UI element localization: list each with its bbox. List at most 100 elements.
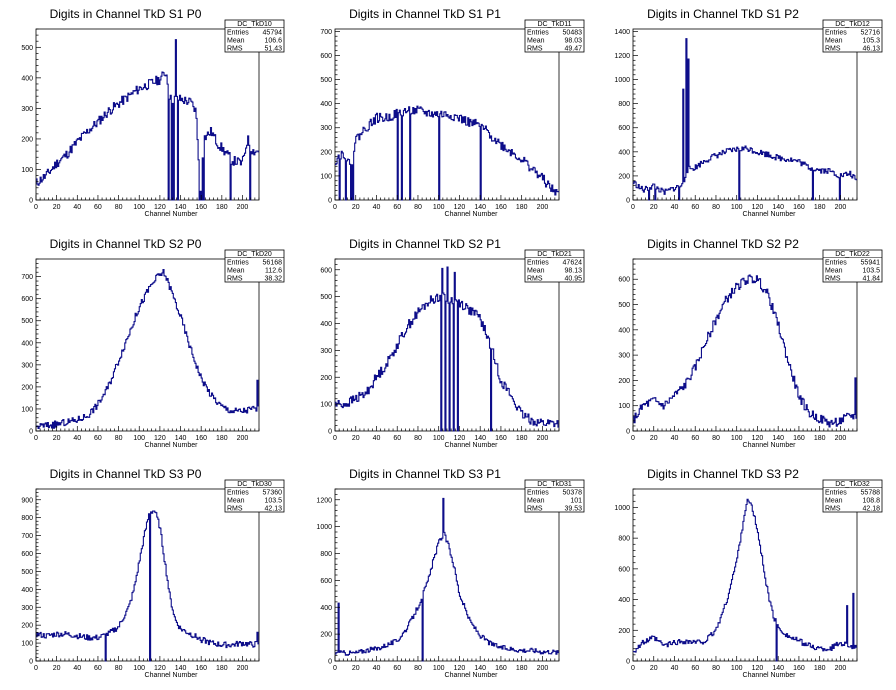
x-tick-label: 160 bbox=[495, 204, 507, 211]
x-tick-label: 40 bbox=[73, 665, 81, 672]
stats-value: 103.5 bbox=[862, 268, 880, 275]
stats-label: Mean bbox=[227, 38, 245, 45]
x-tick-label: 200 bbox=[537, 435, 549, 442]
x-axis: 0 20 40 60 80 100 120 140 160 180 200 bbox=[631, 426, 858, 442]
histogram-panel-1: Digits in Channel TkD S1 P0 0 20 40 60 80 100 1… bbox=[21, 7, 285, 218]
y-tick-label: 1200 bbox=[316, 497, 332, 504]
y-tick-label: 0 bbox=[626, 659, 630, 666]
y-tick-label: 300 bbox=[21, 362, 33, 369]
x-tick-label: 200 bbox=[237, 665, 249, 672]
x-tick-label: 0 bbox=[333, 435, 337, 442]
y-axis: 0 100 200 300 400 500 600 bbox=[320, 258, 340, 436]
plot-frame bbox=[334, 488, 560, 662]
x-tick-label: 100 bbox=[731, 665, 743, 672]
x-tick-label: 60 bbox=[393, 665, 401, 672]
x-tick-label: 0 bbox=[631, 665, 635, 672]
plot-frame bbox=[632, 28, 858, 201]
histogram-line bbox=[335, 266, 559, 432]
stats-value: 55941 bbox=[861, 260, 881, 267]
stats-label: RMS bbox=[825, 506, 841, 513]
stats-label: Mean bbox=[227, 498, 245, 505]
x-axis: 0 20 40 60 80 100 120 140 160 180 200 bbox=[631, 195, 858, 211]
y-tick-label: 200 bbox=[21, 384, 33, 391]
x-tick-label: 180 bbox=[516, 435, 528, 442]
x-tick-label: 160 bbox=[495, 665, 507, 672]
x-tick-label: 60 bbox=[691, 435, 699, 442]
y-tick-label: 800 bbox=[21, 515, 33, 522]
x-tick-label: 140 bbox=[772, 665, 784, 672]
stats-label: RMS bbox=[527, 506, 543, 513]
y-tick-label: 600 bbox=[320, 53, 332, 60]
y-axis: 0 200 400 600 800 1000 1200 bbox=[316, 488, 340, 666]
x-tick-label: 140 bbox=[175, 204, 187, 211]
y-tick-label: 800 bbox=[618, 101, 630, 108]
stats-name: DC_TkD20 bbox=[237, 251, 272, 258]
x-axis-label: Channel Number bbox=[145, 442, 199, 449]
stats-value: 42.13 bbox=[264, 506, 282, 513]
histogram-line bbox=[36, 268, 259, 429]
x-tick-label: 0 bbox=[34, 204, 38, 211]
stats-value: 45794 bbox=[263, 30, 283, 37]
stats-value: 38.32 bbox=[264, 276, 282, 283]
stats-value: 112.6 bbox=[265, 268, 282, 275]
x-axis: 0 20 40 60 80 100 120 140 160 180 200 bbox=[34, 195, 260, 211]
y-axis: 0 200 400 600 800 1000 1200 1400 bbox=[614, 29, 638, 205]
x-tick-label: 0 bbox=[34, 665, 38, 672]
y-tick-label: 0 bbox=[29, 659, 33, 666]
x-tick-label: 140 bbox=[175, 435, 187, 442]
x-tick-label: 180 bbox=[516, 204, 528, 211]
stats-label: Entries bbox=[527, 490, 549, 497]
x-tick-label: 40 bbox=[73, 435, 81, 442]
x-tick-label: 100 bbox=[731, 204, 743, 211]
stats-label: Mean bbox=[527, 498, 545, 505]
y-tick-label: 700 bbox=[21, 533, 33, 540]
x-tick-label: 180 bbox=[216, 435, 228, 442]
stats-box: DC_TkD11 Entries 50483 Mean 98.03 RMS 49.47 bbox=[524, 19, 585, 53]
y-axis: 0 100 200 300 400 500 600 700 800 900 bbox=[21, 488, 41, 666]
x-tick-label: 200 bbox=[237, 435, 249, 442]
stats-label: Entries bbox=[527, 260, 549, 267]
y-tick-label: 900 bbox=[21, 497, 33, 504]
y-tick-label: 500 bbox=[21, 45, 33, 52]
stats-value: 98.13 bbox=[564, 268, 582, 275]
histogram-line bbox=[633, 498, 857, 662]
histogram-panel-7: Digits in Channel TkD S3 P0 0 20 40 60 80 100 1… bbox=[21, 467, 285, 679]
x-tick-label: 200 bbox=[537, 204, 549, 211]
y-tick-label: 200 bbox=[618, 378, 630, 385]
stats-label: Entries bbox=[227, 30, 249, 37]
x-tick-label: 160 bbox=[195, 435, 207, 442]
x-tick-label: 180 bbox=[814, 665, 826, 672]
x-axis-label: Channel Number bbox=[743, 672, 797, 679]
stats-label: Entries bbox=[825, 490, 847, 497]
stats-label: Mean bbox=[825, 498, 843, 505]
panel-title: Digits in Channel TkD S1 P2 bbox=[647, 7, 799, 21]
x-tick-label: 100 bbox=[133, 204, 145, 211]
x-tick-label: 200 bbox=[237, 204, 249, 211]
stats-box: DC_TkD22 Entries 55941 Mean 103.5 RMS 41.84 bbox=[822, 249, 883, 283]
stats-name: DC_TkD11 bbox=[537, 21, 571, 28]
x-tick-label: 160 bbox=[195, 204, 207, 211]
x-tick-label: 80 bbox=[115, 665, 123, 672]
stats-label: Mean bbox=[825, 38, 843, 45]
x-tick-label: 120 bbox=[154, 204, 166, 211]
x-tick-label: 40 bbox=[373, 665, 381, 672]
x-tick-label: 60 bbox=[393, 204, 401, 211]
stats-value: 42.18 bbox=[862, 506, 880, 513]
x-tick-label: 80 bbox=[712, 204, 720, 211]
x-tick-label: 20 bbox=[352, 435, 360, 442]
stats-box: DC_TkD31 Entries 50378 Mean 101 RMS 39.53 bbox=[524, 479, 585, 513]
y-tick-label: 200 bbox=[618, 173, 630, 180]
histogram-line bbox=[335, 497, 559, 662]
y-tick-label: 300 bbox=[21, 605, 33, 612]
x-tick-label: 80 bbox=[712, 665, 720, 672]
x-tick-label: 20 bbox=[650, 204, 658, 211]
x-tick-label: 100 bbox=[433, 435, 445, 442]
stats-label: Entries bbox=[227, 490, 249, 497]
x-tick-label: 80 bbox=[414, 665, 422, 672]
stats-label: Mean bbox=[825, 268, 843, 275]
stats-name: DC_TkD31 bbox=[537, 481, 572, 488]
x-tick-label: 200 bbox=[835, 665, 847, 672]
stats-label: Entries bbox=[825, 30, 847, 37]
histogram-panel-6: Digits in Channel TkD S2 P2 0 20 40 60 80 100 1… bbox=[618, 237, 883, 449]
x-tick-label: 40 bbox=[73, 204, 81, 211]
